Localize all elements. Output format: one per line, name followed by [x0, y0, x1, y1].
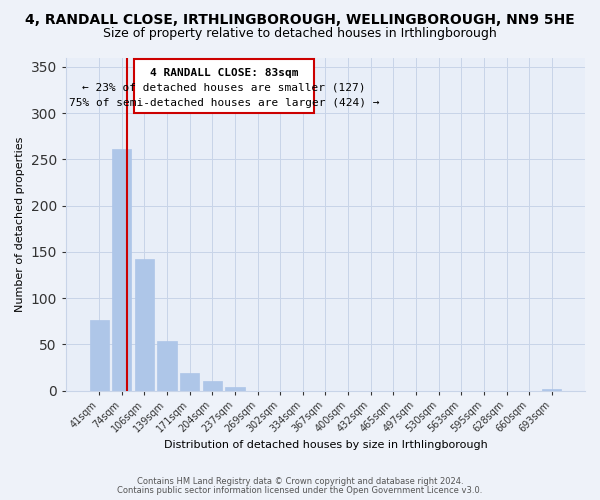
Bar [226, 387, 245, 390]
Y-axis label: Number of detached properties: Number of detached properties [15, 136, 25, 312]
Text: ← 23% of detached houses are smaller (127): ← 23% of detached houses are smaller (12… [82, 82, 366, 92]
Bar [180, 373, 199, 390]
Text: Size of property relative to detached houses in Irthlingborough: Size of property relative to detached ho… [103, 28, 497, 40]
Text: 4, RANDALL CLOSE, IRTHLINGBOROUGH, WELLINGBOROUGH, NN9 5HE: 4, RANDALL CLOSE, IRTHLINGBOROUGH, WELLI… [25, 12, 575, 26]
Bar [157, 340, 176, 390]
Bar [112, 149, 131, 390]
Text: 75% of semi-detached houses are larger (424) →: 75% of semi-detached houses are larger (… [69, 98, 379, 108]
FancyBboxPatch shape [134, 60, 314, 113]
Bar [203, 382, 222, 390]
Text: 4 RANDALL CLOSE: 83sqm: 4 RANDALL CLOSE: 83sqm [150, 68, 298, 78]
Bar [89, 320, 109, 390]
Bar [135, 259, 154, 390]
Bar [542, 388, 562, 390]
Text: Contains public sector information licensed under the Open Government Licence v3: Contains public sector information licen… [118, 486, 482, 495]
Text: Contains HM Land Registry data © Crown copyright and database right 2024.: Contains HM Land Registry data © Crown c… [137, 477, 463, 486]
X-axis label: Distribution of detached houses by size in Irthlingborough: Distribution of detached houses by size … [164, 440, 487, 450]
